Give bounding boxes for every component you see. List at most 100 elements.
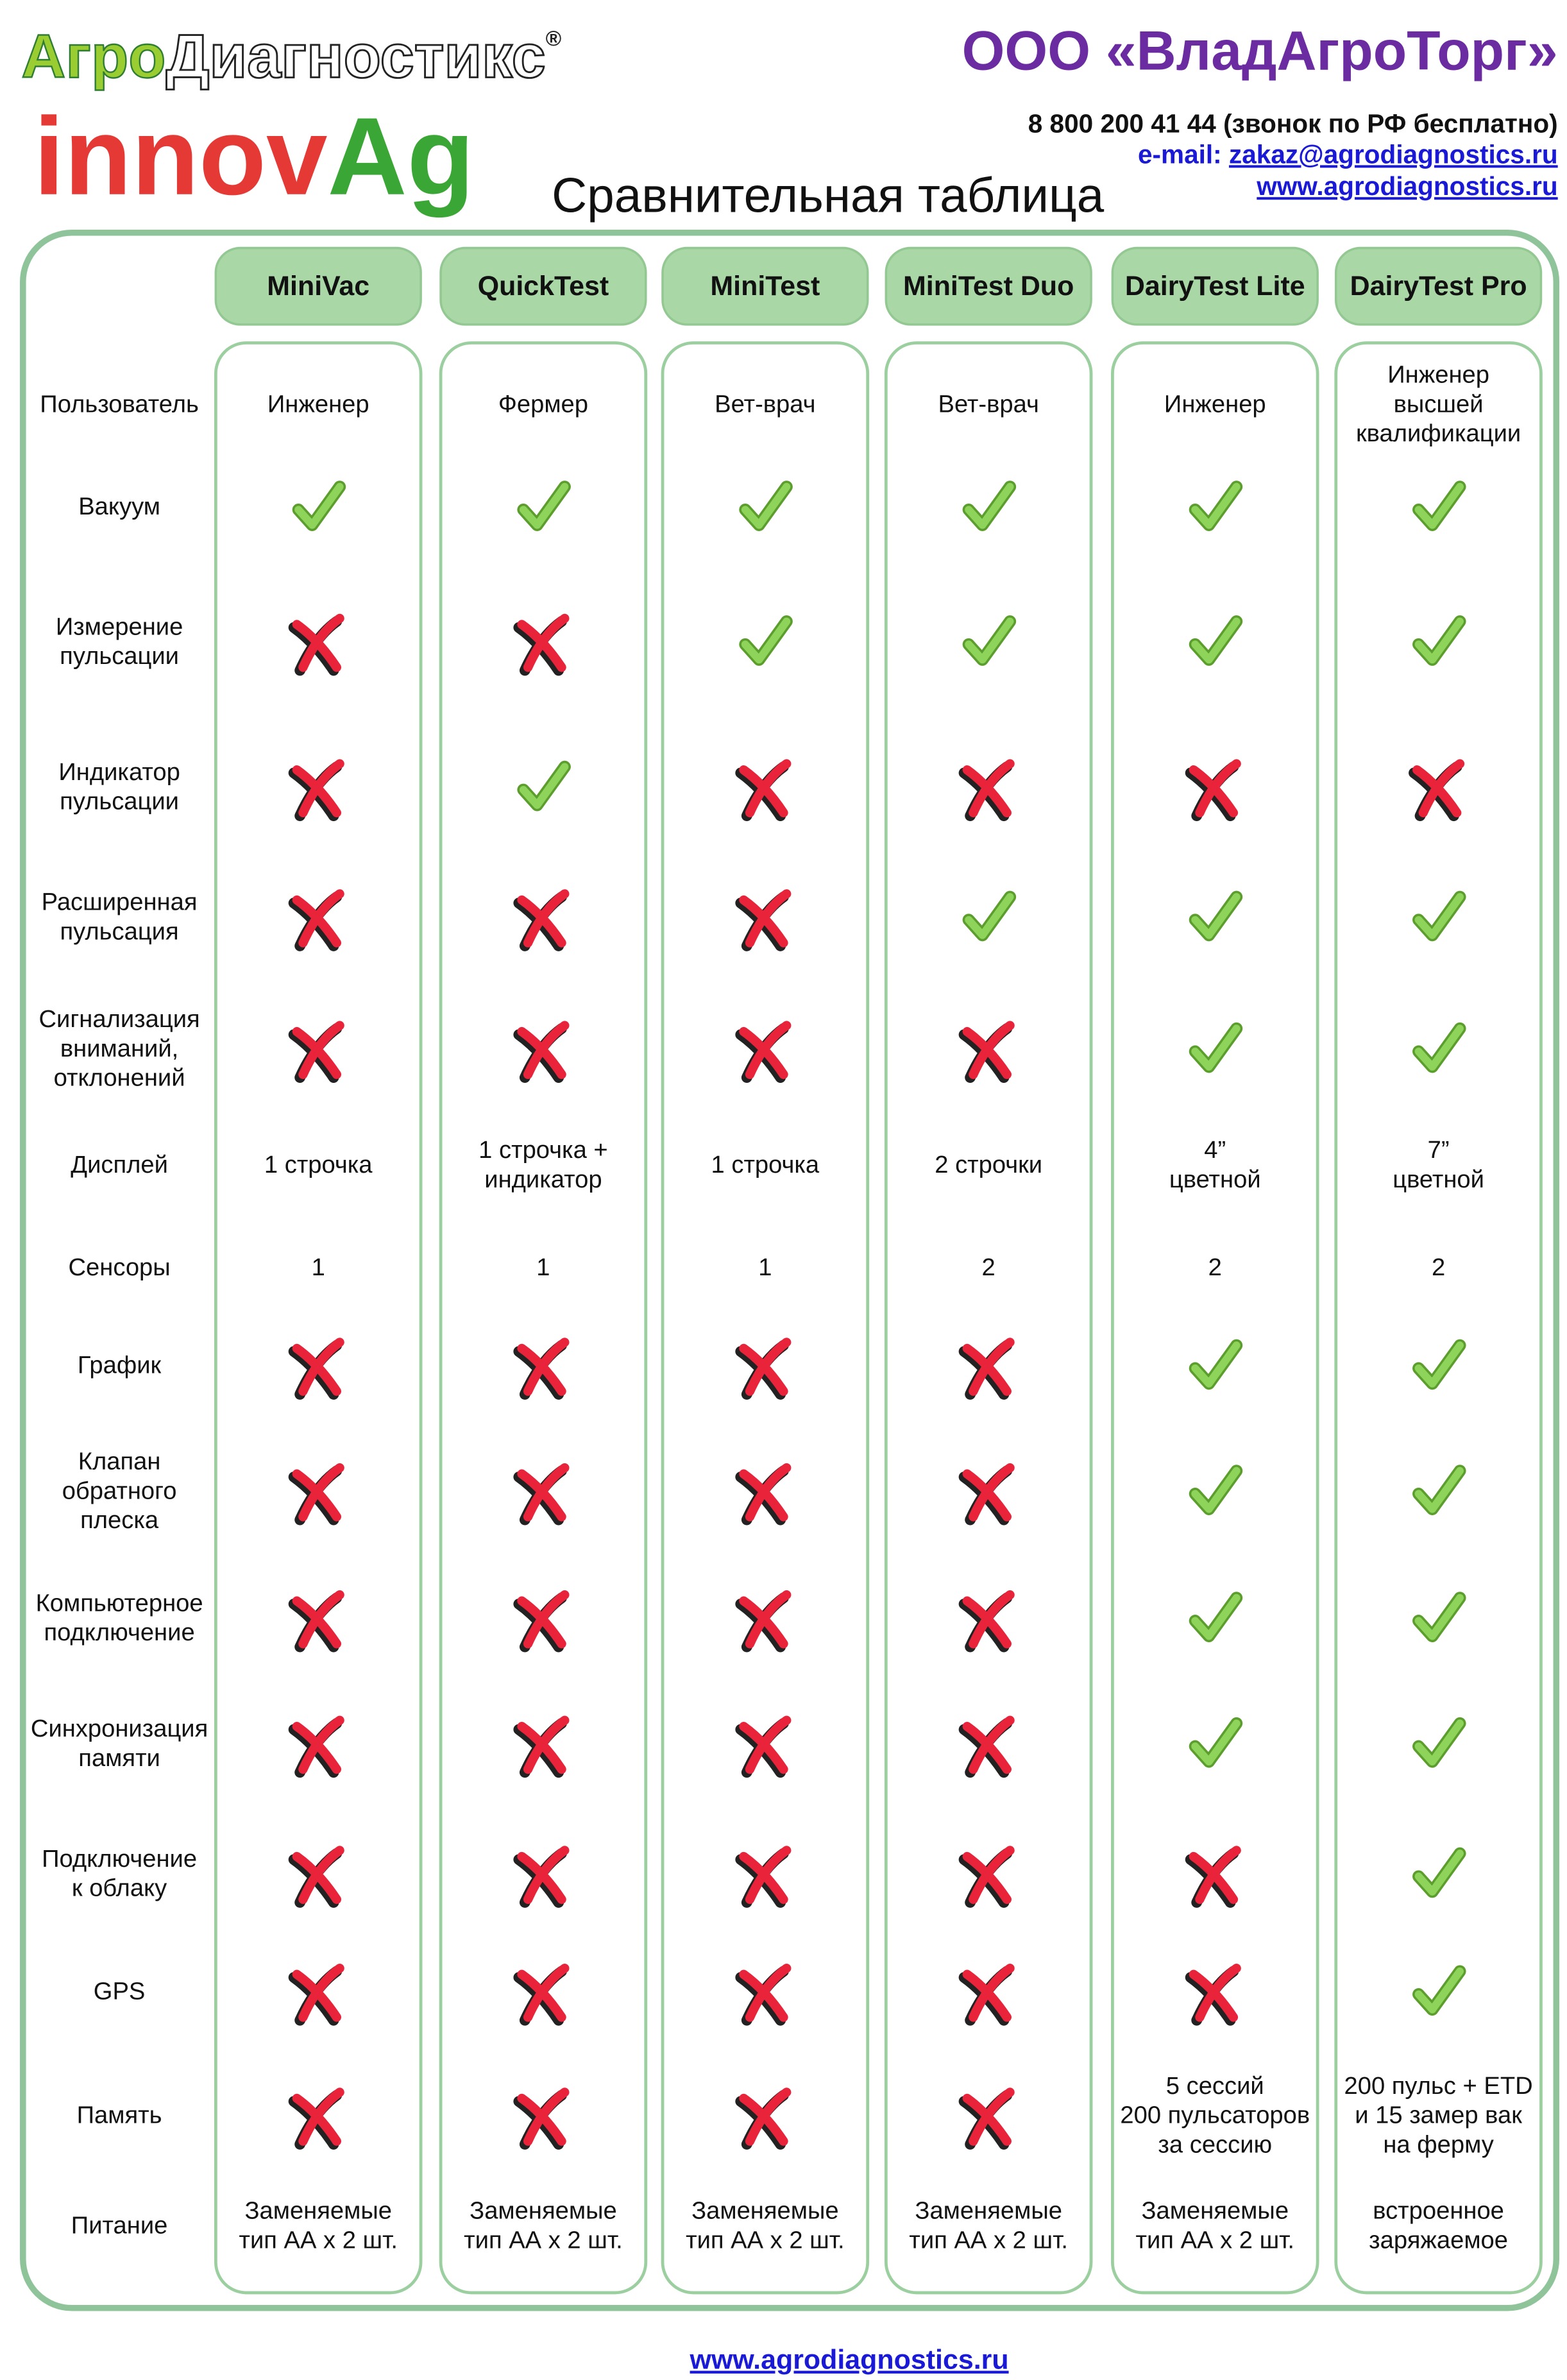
cell-text: тип АА х 2 шт. <box>1136 2226 1295 2254</box>
check-icon <box>1412 480 1466 531</box>
cross-icon <box>288 1590 344 1653</box>
cross-icon <box>735 1590 792 1653</box>
cell-text: 1 строчка <box>264 1151 373 1178</box>
cross-stroke <box>517 1715 570 1774</box>
check-stroke <box>741 482 791 529</box>
cell-text: 2 <box>1208 1254 1222 1281</box>
footer-site[interactable]: www.agrodiagnostics.ru <box>690 2345 1009 2376</box>
cross-stroke <box>292 1021 344 1080</box>
check-stroke <box>1414 1594 1464 1640</box>
cell-text: Вет-врач <box>938 390 1039 418</box>
cell-text: Фермер <box>498 390 588 418</box>
column-header: DairyTest Pro <box>1350 271 1527 302</box>
cross-stroke <box>739 1590 792 1649</box>
check-stroke <box>965 482 1014 529</box>
cross-stroke <box>739 1846 792 1904</box>
cross-icon <box>513 1963 570 2026</box>
cell-text: заряжаемое <box>1369 2226 1508 2254</box>
check-icon <box>962 615 1017 666</box>
cell-text: цветной <box>1169 1166 1261 1193</box>
cell-text: 5 сессий <box>1166 2072 1264 2100</box>
cross-icon <box>958 1715 1015 1778</box>
check-stroke <box>1414 893 1464 939</box>
cross-icon <box>288 2087 344 2150</box>
cell-text: индикатор <box>484 1166 602 1193</box>
cross-stroke <box>292 889 344 948</box>
check-icon <box>1189 1339 1243 1390</box>
cross-stroke <box>1189 1846 1241 1904</box>
cell-text: 200 пульс + ETD <box>1344 2072 1533 2100</box>
cell-text: График <box>78 1352 162 1379</box>
cross-icon <box>958 1338 1015 1400</box>
check-stroke <box>1191 1466 1241 1513</box>
logo-diag: Диагностикс <box>166 23 546 91</box>
cell-text: обратного <box>62 1477 177 1504</box>
cell-text: подключение <box>44 1619 194 1646</box>
check-stroke <box>1414 617 1464 664</box>
cross-stroke <box>739 889 792 948</box>
cell-text: тип АА х 2 шт. <box>909 2226 1068 2254</box>
logo: АгроДиагностикс® <box>21 23 561 91</box>
check-icon <box>1189 1022 1243 1073</box>
cross-stroke <box>517 1021 570 1080</box>
cell-text: Заменяемые <box>244 2197 392 2225</box>
cross-icon <box>735 1846 792 1908</box>
cell-text: тип АА х 2 шт. <box>239 2226 398 2254</box>
column-header-bg <box>1334 246 1543 326</box>
check-stroke <box>1414 482 1464 529</box>
column-header: MiniTest Duo <box>903 271 1074 302</box>
cross-stroke <box>517 889 570 948</box>
cross-stroke <box>1189 1963 1241 2022</box>
cross-icon <box>288 1715 344 1778</box>
cell-text: квалификации <box>1356 420 1521 447</box>
cell-text: 7” <box>1428 1136 1450 1164</box>
cell-text: Заменяемые <box>915 2197 1062 2225</box>
check-stroke <box>1414 1849 1464 1896</box>
cross-stroke <box>517 1463 570 1522</box>
site[interactable]: www.agrodiagnostics.ru <box>1256 171 1557 201</box>
cross-icon <box>288 1463 344 1526</box>
cross-icon <box>958 759 1015 822</box>
column-header-bg <box>661 246 869 326</box>
cross-icon <box>513 1715 570 1778</box>
column-header: QuickTest <box>478 271 609 302</box>
company: ООО «ВладАгроТорг» <box>962 21 1558 82</box>
cross-stroke <box>517 613 570 672</box>
cell-text: Инженер <box>267 390 369 418</box>
cell-text: тип АА х 2 шт. <box>464 2226 623 2254</box>
cross-icon <box>288 1846 344 1908</box>
cross-icon <box>288 1338 344 1400</box>
cross-stroke <box>517 1963 570 2022</box>
cross-icon <box>735 1463 792 1526</box>
cross-icon <box>958 1590 1015 1653</box>
check-icon <box>1412 1022 1466 1073</box>
cross-stroke <box>739 759 792 818</box>
email[interactable]: zakaz@agrodiagnostics.ru <box>1229 139 1558 169</box>
cross-stroke <box>739 1021 792 1080</box>
cross-stroke <box>962 759 1015 818</box>
cell-text: Синхронизация <box>31 1715 208 1742</box>
cross-stroke <box>962 2087 1015 2146</box>
column-header-bg <box>214 246 422 326</box>
cross-stroke <box>292 1463 344 1522</box>
cross-icon <box>735 1021 792 1083</box>
check-stroke <box>519 482 569 529</box>
column-frame <box>661 341 870 2295</box>
check-stroke <box>519 763 569 809</box>
email-line: e-mail: zakaz@agrodiagnostics.ru <box>1138 139 1558 169</box>
cross-stroke <box>292 1963 344 2022</box>
cross-stroke <box>292 1846 344 1904</box>
cross-stroke <box>962 1590 1015 1649</box>
cell-text: Компьютерное <box>36 1589 203 1617</box>
cross-icon <box>288 613 344 676</box>
cross-stroke <box>962 1463 1015 1522</box>
cell-text: и 15 замер вак <box>1355 2102 1522 2129</box>
cross-stroke <box>962 1963 1015 2022</box>
check-icon <box>1412 1592 1466 1642</box>
cell-text: цветной <box>1393 1166 1484 1193</box>
cross-stroke <box>292 1338 344 1396</box>
cell-text: к облаку <box>72 1874 167 1902</box>
check-stroke <box>1191 482 1241 529</box>
cross-stroke <box>739 1963 792 2022</box>
table: MiniVac QuickTest MiniTest MiniTest Duo Dair… <box>31 246 1543 2295</box>
